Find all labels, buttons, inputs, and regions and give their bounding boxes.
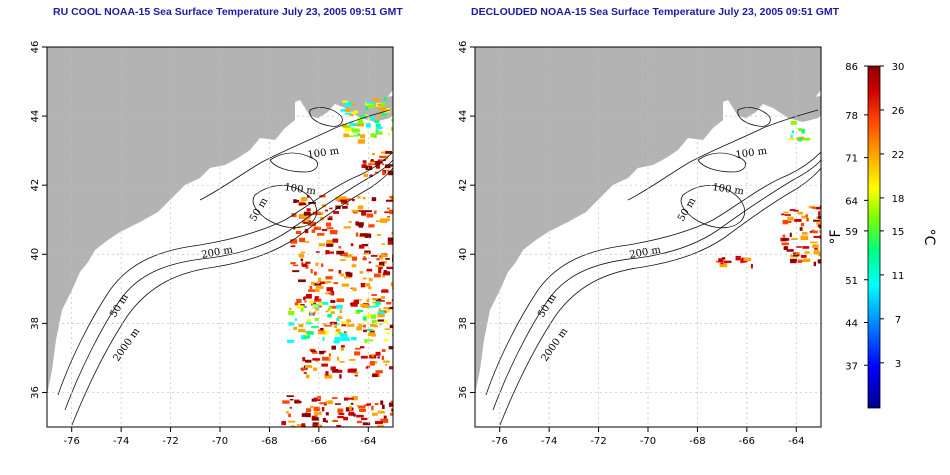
right-axis-ticks: -76 -74 -72 -70 -68 -66 -64 36 38 40 42 44 46 <box>458 41 804 447</box>
y-tick-label: 36 <box>30 386 41 399</box>
y-tick-label: 46 <box>30 41 41 54</box>
colorbar-c-tick: 18 <box>892 194 905 205</box>
y-tick-label: 40 <box>458 248 469 261</box>
colorbar-c-tick: 11 <box>892 271 905 282</box>
left-axis-ticks: -76 -74 -72 -70 -68 -66 -64 36 38 40 42 44 46 <box>30 41 376 447</box>
y-tick-label: 42 <box>30 179 41 192</box>
land-mass <box>475 47 821 395</box>
contour-label-100m-upper: 100 m <box>307 146 340 161</box>
land-mass <box>47 47 393 395</box>
colorbar-c-tick: 7 <box>895 315 901 326</box>
colorbar-f-tick: 78 <box>845 111 858 122</box>
colorbar-ticks: 86 78 71 64 59 51 44 37 30 26 22 18 15 11 7 3 <box>845 62 904 372</box>
x-tick-label: -74 <box>113 436 129 447</box>
colorbar-f-tick: 59 <box>845 227 858 238</box>
x-tick-label: -76 <box>64 436 80 447</box>
x-tick-label: -72 <box>162 436 178 447</box>
colorbar-f-tick: 71 <box>845 154 858 165</box>
x-tick-label: -64 <box>360 436 376 447</box>
x-tick-label: -64 <box>788 436 804 447</box>
y-tick-label: 46 <box>458 41 469 54</box>
y-tick-label: 44 <box>30 110 41 123</box>
contour-label-100m-upper: 100 m <box>735 146 768 161</box>
colorbar-c-tick: 22 <box>892 150 905 161</box>
right-panel-title: DECLOUDED NOAA-15 Sea Surface Temperatur… <box>471 6 840 18</box>
colorbar-f-tick: 86 <box>845 62 858 73</box>
y-tick-label: 44 <box>458 110 469 123</box>
colorbar-f-tick: 64 <box>845 196 858 207</box>
y-tick-label: 38 <box>30 317 41 330</box>
x-tick-label: -70 <box>212 436 228 447</box>
x-tick-label: -72 <box>590 436 606 447</box>
colorbar-f-tick: 44 <box>845 319 858 330</box>
contour-label-100m-lower: 100 m <box>712 182 745 197</box>
celsius-unit-label: °C <box>921 229 937 246</box>
colorbar-f-tick: 37 <box>845 361 858 372</box>
y-tick-label: 42 <box>458 179 469 192</box>
left-panel-title: RU COOL NOAA-15 Sea Surface Temperature … <box>53 6 403 18</box>
colorbar-c-tick: 30 <box>892 62 905 73</box>
x-tick-label: -68 <box>261 436 277 447</box>
colorbar-f-tick: 51 <box>845 276 858 287</box>
colorbar-gradient <box>867 65 881 409</box>
y-tick-label: 38 <box>458 317 469 330</box>
x-tick-label: -74 <box>541 436 557 447</box>
y-tick-label: 36 <box>458 386 469 399</box>
x-tick-label: -66 <box>739 436 755 447</box>
colorbar-c-tick: 26 <box>892 106 905 117</box>
x-tick-label: -70 <box>640 436 656 447</box>
nova-scotia <box>728 90 821 122</box>
temperature-colorbar: 86 78 71 64 59 51 44 37 30 26 22 18 15 11 7 3 °F °C <box>828 62 937 409</box>
bathymetry-contours <box>57 107 393 426</box>
sst-patches <box>716 120 821 269</box>
contour-label-100m-lower: 100 m <box>284 182 317 197</box>
colorbar-c-tick: 3 <box>895 359 901 370</box>
x-tick-label: -76 <box>492 436 508 447</box>
x-tick-label: -66 <box>311 436 327 447</box>
colorbar-c-tick: 15 <box>892 227 905 238</box>
graticule <box>475 47 821 427</box>
y-tick-label: 40 <box>30 248 41 261</box>
fahrenheit-unit-label: °F <box>828 229 844 244</box>
graticule <box>47 47 393 427</box>
x-tick-label: -68 <box>689 436 705 447</box>
sst-patches <box>281 97 393 427</box>
